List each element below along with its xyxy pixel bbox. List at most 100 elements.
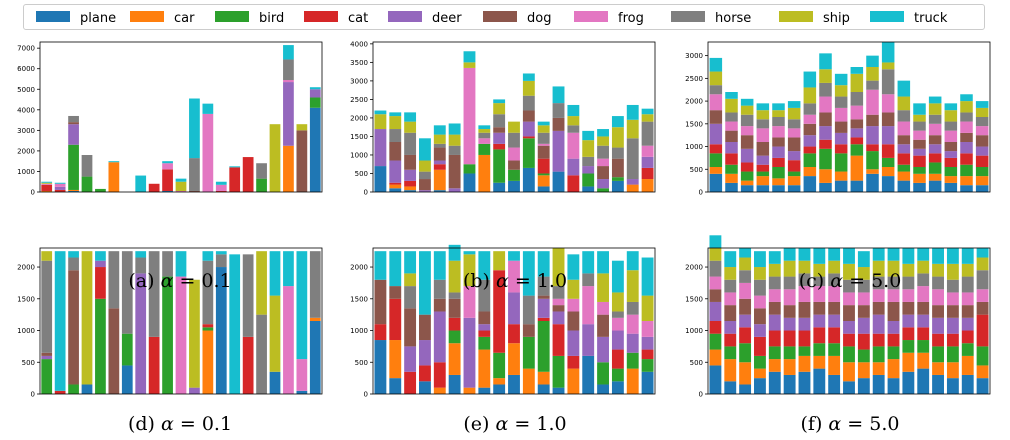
bar-e-16-cat [611,349,624,369]
bar-f-13-cat [902,327,915,341]
bar-c-2-deer [740,148,754,163]
bar-e-17-ship [626,270,639,302]
bar-b-6-bird [463,164,476,174]
bar-c-17-car [975,176,989,186]
bar-b-17-deer [626,179,639,185]
bar-d-20-horse [309,251,321,318]
bar-c-17-horse [975,117,989,127]
bar-f-16-car [946,362,959,379]
bar-d-14-truck [229,254,241,394]
bar-f-7-horse [813,276,826,287]
bar-c-1-cat [725,153,738,165]
bar-c-12-plane [897,180,911,192]
bar-f-0-truck [709,235,722,248]
bar-c-0-truck [709,57,723,72]
bar-e-18-frog [641,321,654,337]
bar-e-12-plane [552,387,565,394]
bar-c-16-deer [960,142,973,154]
bar-e-13-frog [567,298,580,312]
bar-b-18-ship [641,114,654,122]
bar-d-0-deer [41,355,53,360]
ytick-label-a: 1000 [17,168,35,176]
bar-d-0-ship [41,251,53,261]
bar-b-5-horse [448,145,461,155]
bar-c-5-car [787,176,801,186]
bar-c-4-cat [772,157,785,167]
bar-e-11-plane [537,384,550,394]
bar-a-3-bird [81,176,93,192]
bar-b-16-dog [611,158,624,178]
bar-f-17-ship [961,263,974,277]
bar-c-1-ship [725,98,738,113]
bar-f-13-car [902,352,915,372]
bar-c-7-cat [819,139,832,149]
bar-f-10-ship [857,267,870,280]
bar-e-0-dog [374,279,387,325]
bar-b-9-plane [508,180,520,192]
legend-label-car: car [174,11,195,26]
bar-c-9-cat [850,137,864,145]
bar-c-3-car [756,176,770,186]
bar-c-1-dog [725,130,738,142]
bar-e-11-dog [537,295,550,299]
bar-e-13-dog [567,311,580,331]
bar-f-2-cat [739,327,752,344]
bar-c-2-bird [740,171,754,181]
bar-c-12-cat [897,153,911,165]
bar-f-9-cat [843,333,855,347]
bar-b-2-horse [404,132,417,155]
bar-f-5-bird [783,346,796,360]
legend-label-plane: plane [80,11,116,26]
bar-a-13-truck [215,181,227,185]
bar-e-12-bird [552,355,565,388]
bar-c-10-truck [866,55,879,67]
bar-e-7-dog [478,311,491,325]
bar-b-11-horse [537,132,550,144]
bar-f-10-cat [857,333,870,350]
bar-a-2-dog [68,122,79,125]
bar-e-5-car [448,343,461,375]
bar-c-8-cat [834,144,848,154]
bar-c-17-plane [975,185,989,192]
caption-a-value: = 0.1 [179,270,232,292]
bar-d-4-deer [95,260,106,268]
bar-c-12-bird [897,164,911,172]
bar-e-18-cat [641,349,654,360]
legend: plane car bird cat deer dog frog horse ship truck [23,4,985,30]
bar-b-18-car [641,179,654,192]
bar-f-4-horse [768,276,781,290]
bar-d-19-frog [296,359,308,391]
bar-f-18-plane [976,378,989,394]
bar-f-3-frog [754,295,766,309]
bar-b-6-plane [463,173,476,192]
bar-c-0-ship [709,71,723,86]
bar-e-9-plane [508,374,520,394]
bar-f-16-frog [946,292,959,306]
bar-e-8-cat [493,270,506,353]
bar-a-20-truck [309,87,321,90]
bar-d-1-cat [54,390,66,394]
bar-f-2-ship [739,257,752,271]
bar-f-16-horse [946,279,959,293]
bar-f-7-plane [813,368,826,394]
bar-f-1-frog [724,292,737,306]
bar-e-4-cat [433,362,446,388]
bar-f-6-dog [798,301,811,318]
bar-f-18-frog [976,289,989,302]
bar-b-1-car [389,184,402,189]
ytick-label-d: 1500 [17,295,35,303]
axes-frame-d [39,247,323,395]
bar-b-15-horse [597,145,609,159]
bar-a-2-horse [68,115,79,123]
bar-f-7-dog [813,301,826,315]
bar-a-11-dog [189,190,200,192]
caption-b-value: = 1.0 [514,270,568,292]
bar-f-16-deer [946,317,959,334]
bar-c-3-frog [756,128,770,142]
caption-b-alpha: α [495,270,509,292]
bar-d-13-plane [215,267,227,394]
bar-b-2-cat [404,180,417,187]
bar-a-20-plane [309,107,321,192]
ytick-label-c: 1500 [685,120,703,128]
bar-c-3-ship [756,110,770,120]
